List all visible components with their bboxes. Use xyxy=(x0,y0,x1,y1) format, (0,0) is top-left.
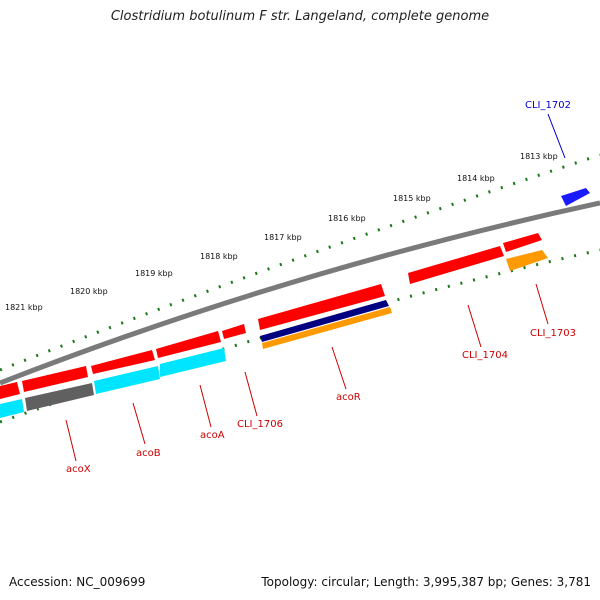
gene-arrow-acox-gray[interactable] xyxy=(25,383,94,411)
gene-arrow-acob-red[interactable] xyxy=(91,350,155,374)
gene-arrow-acob-cyan[interactable] xyxy=(94,366,160,394)
gene-arrow-acoa-red[interactable] xyxy=(156,331,221,358)
gene-arrow-edge-cyan[interactable] xyxy=(0,399,24,418)
leader-line-acob xyxy=(132,402,146,445)
accession-text: Accession: NC_009699 xyxy=(9,575,146,589)
gene-arrow-cli1702[interactable] xyxy=(561,188,590,206)
kbp-label: 1814 kbp xyxy=(457,174,495,183)
gene-label[interactable]: CLI_1704 xyxy=(462,350,508,361)
gene-label[interactable]: acoA xyxy=(200,430,225,441)
gene-arrow-cli1703-lower[interactable] xyxy=(506,250,548,271)
gene-arrow-cli1703-upper[interactable] xyxy=(503,233,542,252)
gene-arrow-edge-red[interactable] xyxy=(0,382,20,399)
leader-line-acox xyxy=(65,419,77,462)
gene-label[interactable]: CLI_1706 xyxy=(237,419,283,430)
gene-arrow-acoa-cyan[interactable] xyxy=(160,348,226,377)
gene-label[interactable]: acoX xyxy=(66,464,91,475)
gene-label[interactable]: CLI_1702 xyxy=(525,100,571,111)
leader-line-acor xyxy=(331,346,347,390)
genome-backbone xyxy=(0,200,600,386)
kbp-label: 1821 kbp xyxy=(5,303,43,312)
gene-arrow-acor-red[interactable] xyxy=(258,284,385,330)
leader-line-cli1702 xyxy=(547,113,566,159)
leader-line-acoa xyxy=(199,384,212,428)
gene-arrow-acor-orange[interactable] xyxy=(262,307,392,349)
leader-line-cli1703 xyxy=(535,283,549,325)
kbp-label: 1819 kbp xyxy=(135,269,173,278)
gene-arrow-cli1704[interactable] xyxy=(408,246,504,284)
kbp-label: 1815 kbp xyxy=(393,194,431,203)
genome-summary-text: Topology: circular; Length: 3,995,387 bp… xyxy=(261,575,591,589)
gene-arrow-cli1706[interactable] xyxy=(222,324,246,339)
kbp-label: 1813 kbp xyxy=(520,152,558,161)
gene-arrow-acox-red[interactable] xyxy=(22,366,88,392)
gene-label[interactable]: acoR xyxy=(336,392,361,403)
kbp-label: 1818 kbp xyxy=(200,252,238,261)
gene-label[interactable]: CLI_1703 xyxy=(530,328,576,339)
leader-line-cli1706 xyxy=(244,371,258,417)
gene-arrow-acor-navy[interactable] xyxy=(260,300,389,342)
kbp-label: 1820 kbp xyxy=(70,287,108,296)
kbp-label: 1816 kbp xyxy=(328,214,366,223)
gene-label[interactable]: acoB xyxy=(136,448,161,459)
genome-title: Clostridium botulinum F str. Langeland, … xyxy=(110,9,490,24)
kbp-label: 1817 kbp xyxy=(264,233,302,242)
leader-line-cli1704 xyxy=(467,304,482,348)
